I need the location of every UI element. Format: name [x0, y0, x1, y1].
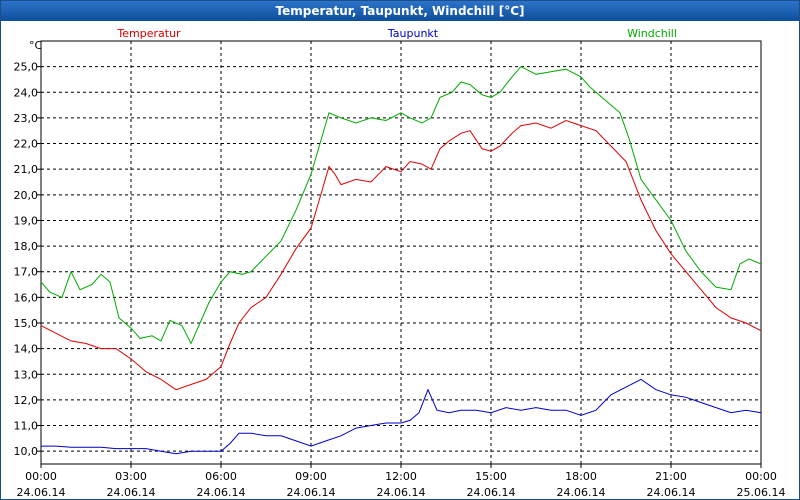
series-line-temperatur: [40, 119, 762, 391]
x-tick-date-label: 24.06.14: [557, 486, 606, 499]
y-tick-label: 25,0: [14, 61, 39, 74]
y-tick-label: 24,0: [14, 86, 39, 99]
y-tick-label: 23,0: [14, 112, 39, 125]
y-tick-label: 13,0: [14, 368, 39, 381]
legend-entry-taupunkt: Taupunkt: [387, 27, 439, 40]
y-axis-ticks: 10,0 11,0 12,0 13,0 14,0 15,0 16,0 17,0 18,0 19,0…: [14, 61, 41, 458]
x-tick-time-label: 03:00: [115, 470, 147, 483]
x-tick-time-label: 06:00: [205, 470, 237, 483]
x-tick-time-label: 21:00: [655, 470, 687, 483]
y-tick-label: 16,0: [14, 291, 39, 304]
series-line-taupunkt: [41, 378, 762, 455]
y-tick-label: 11,0: [14, 420, 39, 433]
x-tick-time-label: 12:00: [385, 470, 417, 483]
x-tick-date-label: 24.06.14: [467, 486, 516, 499]
series-line-windchill: [40, 65, 762, 345]
series-lines: [40, 65, 762, 455]
y-tick-label: 15,0: [14, 317, 39, 330]
x-tick-date-label: 24.06.14: [17, 486, 66, 499]
y-tick-label: 10,0: [14, 445, 39, 458]
grid: [41, 41, 761, 464]
x-tick-date-label: 24.06.14: [377, 486, 426, 499]
x-tick-date-label: 24.06.14: [287, 486, 336, 499]
x-axis-ticks: 00:00 24.06.14 03:00 24.06.14 06:00 24.06.14 0…: [17, 464, 786, 499]
legend: Temperatur Taupunkt Windchill: [116, 27, 677, 40]
y-tick-label: 21,0: [14, 163, 39, 176]
y-tick-label: 20,0: [14, 189, 39, 202]
legend-entry-windchill: Windchill: [627, 27, 677, 40]
y-axis-unit: °C: [29, 39, 43, 52]
x-tick-date-label: 24.06.14: [107, 486, 156, 499]
x-tick-date-label: 25.06.14: [737, 486, 786, 499]
y-tick-label: 18,0: [14, 240, 39, 253]
x-tick-time-label: 00:00: [25, 470, 57, 483]
x-tick-time-label: 15:00: [475, 470, 507, 483]
y-tick-label: 19,0: [14, 214, 39, 227]
y-tick-label: 12,0: [14, 394, 39, 407]
y-tick-label: 14,0: [14, 343, 39, 356]
y-tick-label: 22,0: [14, 138, 39, 151]
x-tick-date-label: 24.06.14: [647, 486, 696, 499]
x-tick-time-label: 18:00: [565, 470, 597, 483]
x-tick-time-label: 09:00: [295, 470, 327, 483]
x-tick-date-label: 24.06.14: [197, 486, 246, 499]
y-tick-label: 17,0: [14, 266, 39, 279]
chart-title: Temperatur, Taupunkt, Windchill [°C]: [1, 1, 799, 21]
legend-entry-temperatur: Temperatur: [116, 27, 181, 40]
x-tick-time-label: 00:00: [745, 470, 777, 483]
